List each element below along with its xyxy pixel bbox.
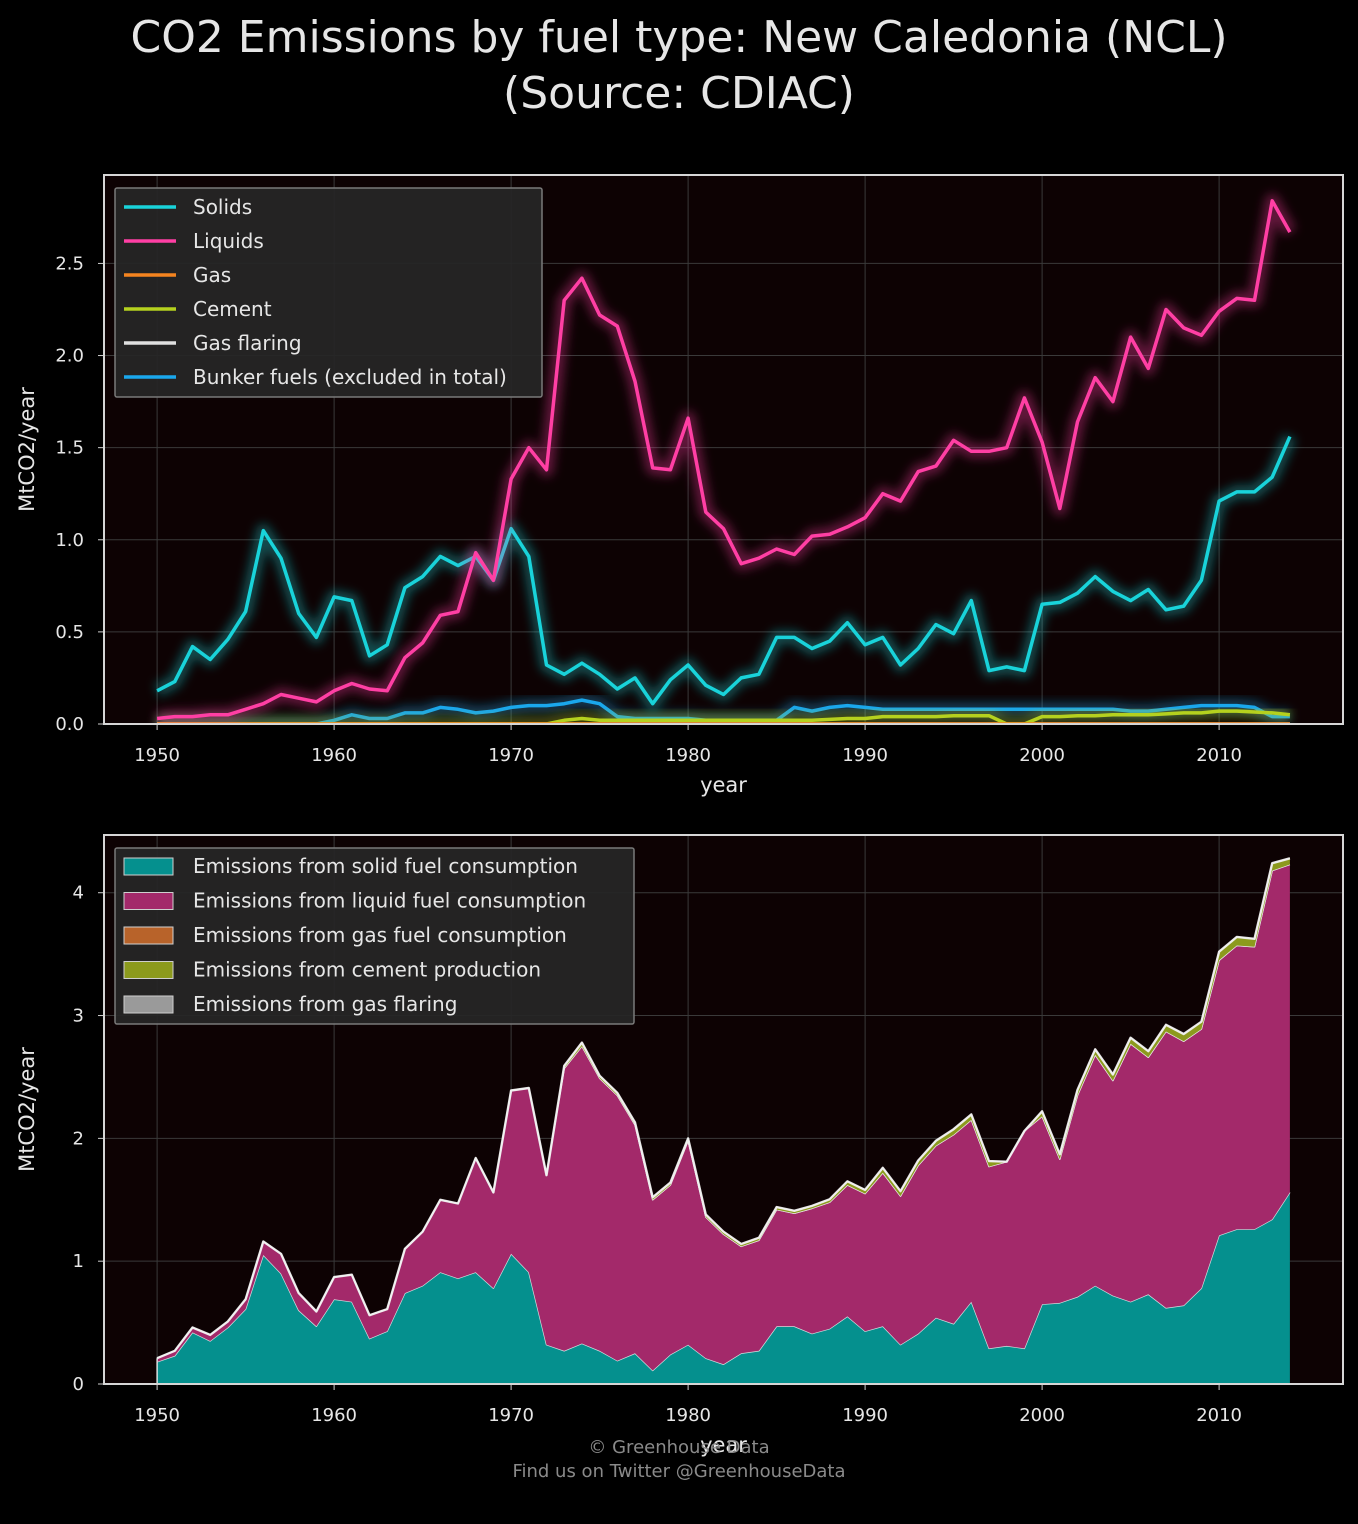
series-line-liquids (156, 199, 1292, 721)
bottom-x-tick-label: 2010 (1196, 1405, 1242, 1426)
legend-swatch-patch (123, 926, 174, 945)
top-series-group (153, 193, 1297, 724)
bottom-legend: Emissions from solid fuel consumption Emi… (114, 847, 635, 1025)
legend-label: Emissions from liquid fuel consumption (193, 889, 586, 913)
bottom-y-tick-label: 3 (73, 1006, 84, 1027)
bottom-y-tick-label: 2 (73, 1128, 84, 1149)
title-line-2: (Source: CDIAC) (503, 68, 855, 119)
stacked-area-chart: 1950 1960 1970 1980 1990 2000 2010 0 1 2 3 4 year MtC… (15, 834, 1344, 1457)
legend-swatch-patch (123, 961, 174, 979)
top-x-tick-label: 2000 (1019, 745, 1065, 766)
legend-label: Solids (193, 195, 252, 219)
legend-label: Emissions from solid fuel consumption (193, 854, 578, 878)
legend-label: Emissions from gas fuel consumption (193, 923, 567, 947)
legend-swatch-patch (123, 995, 174, 1014)
legend-swatch-patch (123, 857, 174, 876)
top-x-tick-label: 1950 (134, 745, 180, 766)
legend-label: Emissions from gas flaring (193, 992, 457, 1016)
top-legend: Solids Liquids Gas Cement Gas flaring Bunker … (114, 187, 543, 398)
bottom-series-group (156, 857, 1291, 1384)
footer: © Greenhouse Data Find us on Twitter @Gr… (0, 1436, 1358, 1484)
top-plot-border (103, 174, 1344, 725)
legend-swatch-patch (123, 892, 174, 910)
top-y-tick-label: 2.0 (55, 346, 84, 367)
bottom-y-tick-label: 0 (73, 1374, 84, 1395)
top-y-tick-label: 1.5 (55, 438, 84, 459)
top-legend-box (114, 187, 543, 398)
bottom-x-axis-label: year (700, 1433, 747, 1457)
chart-title: CO2 Emissions by fuel type: New Caledoni… (0, 10, 1358, 122)
bottom-y-tick-label: 4 (73, 883, 84, 904)
legend-label: Emissions from cement production (193, 958, 541, 982)
legend-label: Gas flaring (193, 331, 302, 355)
footer-twitter: Find us on Twitter @GreenhouseData (512, 1461, 846, 1482)
bottom-y-tick-label: 1 (73, 1251, 84, 1272)
bottom-x-tick-label: 1980 (665, 1405, 711, 1426)
top-x-tick-label: 1980 (665, 745, 711, 766)
top-y-tick-label: 0.0 (55, 714, 84, 735)
bottom-legend-box (114, 847, 635, 1025)
bottom-x-tick-label: 1950 (134, 1405, 180, 1426)
bottom-x-tick-label: 1990 (842, 1405, 888, 1426)
legend-label: Bunker fuels (excluded in total) (193, 365, 507, 389)
top-y-axis-label: MtCO2/year (15, 387, 39, 512)
top-x-tick-label: 1990 (842, 745, 888, 766)
bottom-x-tick-label: 1970 (488, 1405, 534, 1426)
top-y-tick-label: 2.5 (55, 253, 84, 274)
line-chart: 1950 1960 1970 1980 1990 2000 2010 0.0 0.5 1.0 1.5… (15, 174, 1344, 797)
bottom-plot-border (103, 834, 1344, 1385)
bottom-y-axis-label: MtCO2/year (15, 1047, 39, 1172)
area-edge-emissions-from-gas-flaring (156, 857, 1291, 1360)
top-x-axis-label: year (700, 773, 747, 797)
area-emissions-from-liquid-fuel-consumption (157, 864, 1290, 1371)
top-x-tick-label: 2010 (1196, 745, 1242, 766)
top-x-tick-label: 1960 (311, 745, 357, 766)
bottom-x-tick-label: 1960 (311, 1405, 357, 1426)
legend-label: Cement (193, 297, 272, 321)
top-x-tick-label: 1970 (488, 745, 534, 766)
area-emissions-from-solid-fuel-consumption (157, 1192, 1290, 1384)
bottom-x-tick-label: 2000 (1019, 1405, 1065, 1426)
series-line-solids (156, 435, 1292, 706)
legend-label: Liquids (193, 229, 264, 253)
top-y-tick-label: 1.0 (55, 530, 84, 551)
title-line-1: CO2 Emissions by fuel type: New Caledoni… (130, 12, 1228, 63)
footer-copyright: © Greenhouse Data (588, 1437, 770, 1458)
top-y-tick-label: 0.5 (55, 622, 84, 643)
legend-label: Gas (193, 263, 231, 287)
